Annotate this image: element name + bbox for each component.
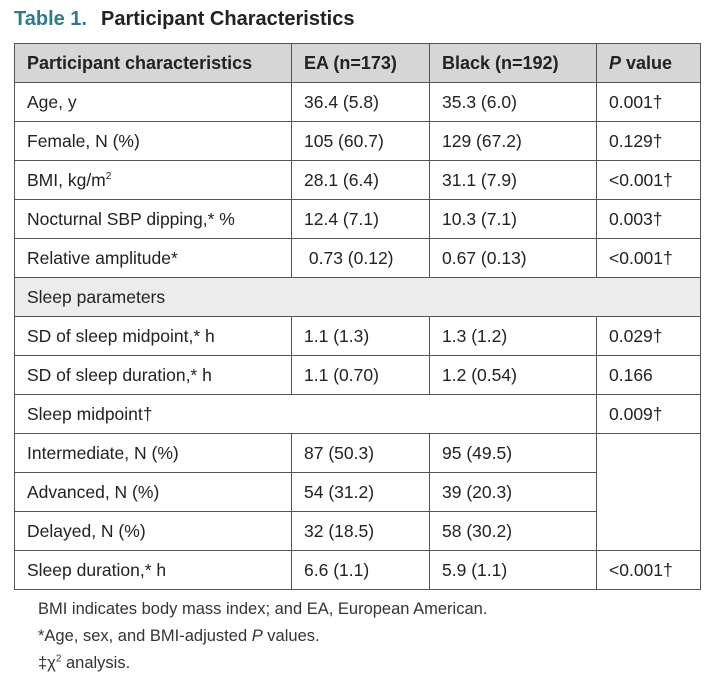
header-row: Participant characteristics EA (n=173) B… — [14, 43, 701, 83]
row-label: Delayed, N (%) — [14, 511, 292, 551]
row-label: Sleep duration,* h — [14, 550, 292, 590]
ea-value: 36.4 (5.8) — [291, 82, 430, 122]
p-value: 0.029† — [596, 316, 701, 356]
ea-value: 87 (50.3) — [291, 433, 430, 473]
footnote-adjusted: *Age, sex, and BMI-adjusted P values. — [38, 623, 487, 650]
table-footnotes: BMI indicates body mass index; and EA, E… — [38, 596, 487, 677]
table-caption: Participant Characteristics — [101, 7, 355, 30]
table-row-sd-duration: SD of sleep duration,* h 1.1 (0.70) 1.2 … — [14, 355, 701, 395]
footnote-chi-prefix: ‡χ — [38, 654, 56, 672]
footnote-chi-square: ‡χ2 analysis. — [38, 650, 487, 677]
row-label: Sleep midpoint† — [14, 394, 597, 434]
bmi-label: BMI, kg/m — [27, 169, 106, 190]
table-row-sleep-duration: Sleep duration,* h 6.6 (1.1) 5.9 (1.1) <… — [14, 550, 701, 590]
p-value: 0.003† — [596, 199, 701, 239]
p-value: 0.129† — [596, 121, 701, 161]
p-value-empty — [596, 433, 701, 551]
row-label: Age, y — [14, 82, 292, 122]
p-value: 0.001† — [596, 82, 701, 122]
ea-value: 28.1 (6.4) — [291, 160, 430, 200]
table-row-sd-midpoint: SD of sleep midpoint,* h 1.1 (1.3) 1.3 (… — [14, 316, 701, 356]
p-value: 0.166 — [596, 355, 701, 395]
table-row-relative-amplitude: Relative amplitude* 0.73 (0.12) 0.67 (0.… — [14, 238, 701, 278]
footnote-p-italic: P — [251, 627, 263, 645]
black-value: 31.1 (7.9) — [429, 160, 597, 200]
ea-value: 1.1 (1.3) — [291, 316, 430, 356]
p-italic: P — [609, 52, 622, 73]
p-value: 0.009† — [596, 394, 701, 434]
row-label: Female, N (%) — [14, 121, 292, 161]
ea-value: 54 (31.2) — [291, 472, 430, 512]
table-row-age: Age, y 36.4 (5.8) 35.3 (6.0) 0.001† — [14, 82, 701, 122]
section-label: Sleep parameters — [14, 277, 701, 317]
black-value: 129 (67.2) — [429, 121, 597, 161]
ea-value: 6.6 (1.1) — [291, 550, 430, 590]
black-value: 5.9 (1.1) — [429, 550, 597, 590]
row-label: Intermediate, N (%) — [14, 433, 292, 473]
black-value: 35.3 (6.0) — [429, 82, 597, 122]
table-row-advanced: Advanced, N (%) 54 (31.2) 39 (20.3) — [14, 472, 701, 512]
black-value: 95 (49.5) — [429, 433, 597, 473]
ea-value: 1.1 (0.70) — [291, 355, 430, 395]
footnote-abbreviations: BMI indicates body mass index; and EA, E… — [38, 600, 488, 618]
header-characteristics: Participant characteristics — [14, 43, 292, 83]
p-value-suffix: value — [621, 52, 673, 73]
participant-characteristics-table: Participant characteristics EA (n=173) B… — [14, 43, 701, 590]
table-row-female: Female, N (%) 105 (60.7) 129 (67.2) 0.12… — [14, 121, 701, 161]
black-value: 10.3 (7.1) — [429, 199, 597, 239]
table-row-sleep-midpoint: Sleep midpoint† 0.009† — [14, 394, 701, 434]
header-p-value: P value — [596, 43, 701, 83]
p-value: <0.001† — [596, 550, 701, 590]
ea-value: 32 (18.5) — [291, 511, 430, 551]
ea-value: 12.4 (7.1) — [291, 199, 430, 239]
black-value: 58 (30.2) — [429, 511, 597, 551]
black-value: 39 (20.3) — [429, 472, 597, 512]
header-black: Black (n=192) — [429, 43, 597, 83]
table-title: Table 1. Participant Characteristics — [14, 4, 354, 34]
table-row-dipping: Nocturnal SBP dipping,* % 12.4 (7.1) 10.… — [14, 199, 701, 239]
table-number: Table 1. — [14, 7, 87, 30]
bmi-superscript: 2 — [105, 170, 112, 182]
row-label: Advanced, N (%) — [14, 472, 292, 512]
table-row-bmi: BMI, kg/m2 28.1 (6.4) 31.1 (7.9) <0.001† — [14, 160, 701, 200]
ea-value: 0.73 (0.12) — [291, 238, 430, 278]
table-row-intermediate: Intermediate, N (%) 87 (50.3) 95 (49.5) — [14, 433, 701, 551]
p-value: <0.001† — [596, 160, 701, 200]
footnote-adjusted-suffix: values. — [262, 627, 320, 645]
row-label: Nocturnal SBP dipping,* % — [14, 199, 292, 239]
ea-value: 105 (60.7) — [291, 121, 430, 161]
header-ea: EA (n=173) — [291, 43, 430, 83]
black-value: 0.67 (0.13) — [429, 238, 597, 278]
footnote-adjusted-prefix: *Age, sex, and BMI-adjusted — [38, 627, 252, 645]
black-value: 1.2 (0.54) — [429, 355, 597, 395]
section-row-sleep-parameters: Sleep parameters — [14, 277, 701, 317]
row-label: Relative amplitude* — [14, 238, 292, 278]
row-label: SD of sleep midpoint,* h — [14, 316, 292, 356]
black-value: 1.3 (1.2) — [429, 316, 597, 356]
row-label: SD of sleep duration,* h — [14, 355, 292, 395]
p-value: <0.001† — [596, 238, 701, 278]
table-row-delayed: Delayed, N (%) 32 (18.5) 58 (30.2) — [14, 511, 701, 551]
footnote-chi-suffix: analysis. — [61, 654, 131, 672]
footnote-chi-superscript: 2 — [55, 653, 62, 665]
row-label: BMI, kg/m2 — [14, 160, 292, 200]
